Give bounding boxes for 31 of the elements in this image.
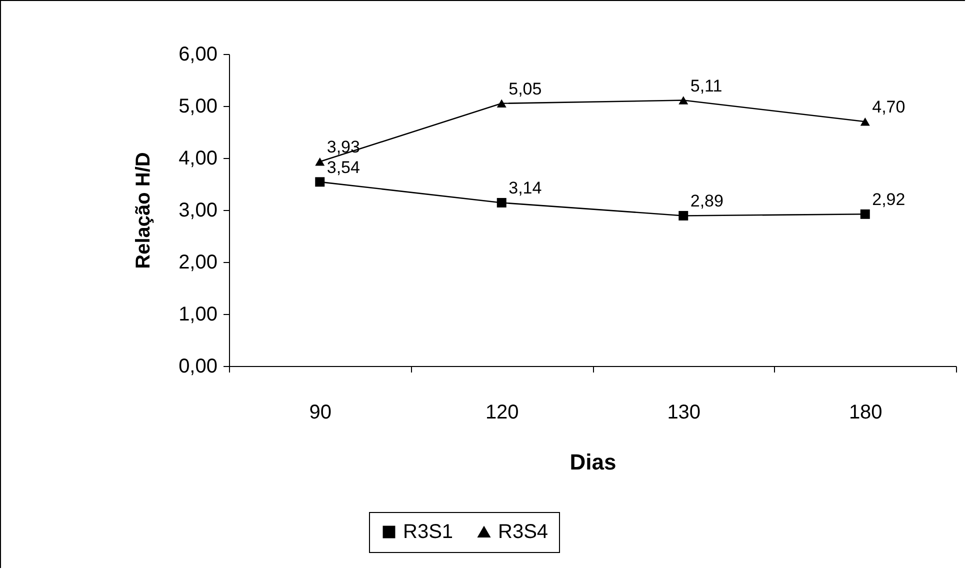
point xyxy=(315,158,325,166)
x-axis-title: Dias xyxy=(570,450,616,474)
legend-label: R3S4 xyxy=(498,521,548,543)
y-axis-title: Relação H/D xyxy=(132,152,155,269)
point xyxy=(496,99,506,108)
y-tick-label: 2,00 xyxy=(178,252,218,274)
point xyxy=(678,96,688,104)
x-tick-label: 130 xyxy=(667,402,701,424)
y-tick-label: 3,00 xyxy=(178,200,218,222)
x-tick-label: 90 xyxy=(309,402,332,424)
point xyxy=(315,177,325,187)
y-tick-label: 5,00 xyxy=(178,96,218,118)
data-label: 3,54 xyxy=(326,158,360,177)
x-tick-label: 180 xyxy=(848,402,882,424)
x-tick-label: 120 xyxy=(485,402,519,424)
y-tick-label: 1,00 xyxy=(178,304,218,326)
data-label: 5,05 xyxy=(508,79,542,98)
point xyxy=(860,209,870,219)
y-tick-label: 4,00 xyxy=(178,148,218,170)
point xyxy=(496,198,506,208)
data-label: 4,70 xyxy=(872,98,906,117)
legend-label: R3S1 xyxy=(403,521,454,543)
y-tick-label: 0,00 xyxy=(178,356,218,378)
data-label: 2,89 xyxy=(690,192,724,211)
data-label: 3,14 xyxy=(508,178,542,198)
point xyxy=(860,117,870,126)
data-label: 5,11 xyxy=(690,76,722,96)
data-label: 3,93 xyxy=(326,138,360,157)
data-label: 2,92 xyxy=(872,190,906,210)
y-tick-label: 6,00 xyxy=(178,44,218,66)
point xyxy=(678,210,688,220)
